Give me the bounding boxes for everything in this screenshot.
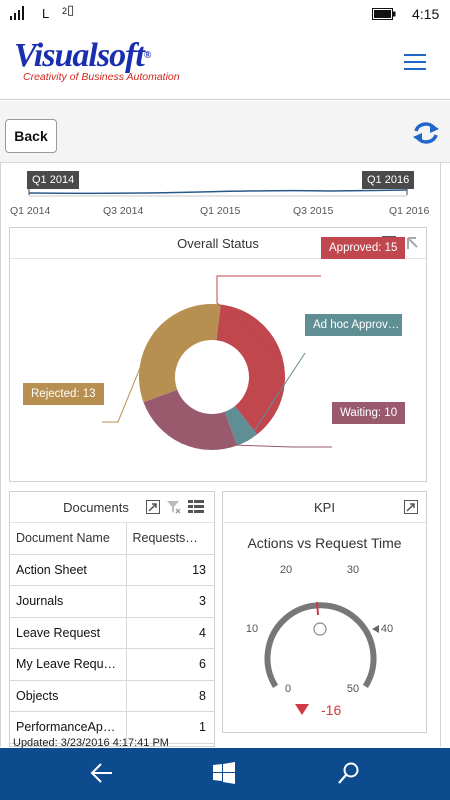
requests-cell: 6 [125,648,214,681]
status-donut-chart[interactable] [10,260,426,482]
range-tick: Q1 2014 [10,205,51,217]
range-start-tag[interactable]: Q1 2014 [27,171,80,189]
grid-view-icon[interactable] [188,500,204,513]
approved-callout[interactable]: Approved: 15 [321,237,406,259]
right-edge [440,163,441,747]
gauge-needle [316,601,319,616]
overall-status-panel: Overall Status Approved: 15 Ad hoc Appro… [9,227,427,482]
column-header[interactable]: Requests… [125,523,214,555]
back-button[interactable]: Back [5,119,57,153]
refresh-icon[interactable] [412,121,440,145]
brand-logo[interactable]: Visualsoft® Creativity of Business Autom… [14,37,180,84]
clear-filter-icon[interactable] [167,500,181,514]
gauge-tick-label: 50 [347,683,359,695]
table-row[interactable]: Leave Request 4 [10,617,214,649]
callout-leader-line [247,352,306,442]
system-nav-bar [0,748,450,800]
sub-toolbar: Back [0,101,450,163]
doc-name-cell: Objects [10,680,126,712]
table-row[interactable]: Objects 8 [10,680,214,712]
requests-cell: 1 [125,711,214,744]
gauge-tick-label: 20 [280,564,292,576]
kpi-gauge[interactable]: 0 10 20 30 40 50 [223,554,426,704]
documents-panel: Documents Document Name Requests… Ac [9,491,215,747]
range-tick: Q3 2014 [103,205,144,217]
gauge-marker-icon [372,625,379,633]
gauge-hub [313,622,327,636]
panel-title: Documents [10,492,214,523]
documents-table[interactable]: Document Name Requests… Action Sheet 13 J… [10,523,214,744]
drill-up-icon[interactable] [406,236,418,250]
last-updated: Updated: 3/23/2016 4:17:41 PM [13,737,169,749]
adhoc-callout[interactable]: Ad hoc Approv… [305,314,402,336]
callout-leader-line [181,442,332,448]
donut-slice-waiting[interactable] [143,389,238,450]
requests-cell: 8 [125,680,214,712]
doc-name-cell: Leave Request [10,617,126,649]
table-row[interactable]: Action Sheet 13 [10,554,214,586]
search-icon[interactable] [338,762,360,784]
doc-name-cell: My Leave Requ… [10,648,126,681]
column-header[interactable]: Document Name [10,523,126,555]
panel-title: KPI [223,492,426,523]
doc-name-cell: PerformanceAp… [10,711,126,744]
doc-name-cell: Action Sheet [10,554,126,586]
status-bar: L 2▯ 4:15 [0,0,450,30]
network-type: L [42,6,50,21]
export-icon[interactable] [146,500,160,514]
left-edge [0,163,1,747]
gauge-tick-label: 40 [381,623,393,635]
doc-name-cell: Journals [10,585,126,618]
signal-icon [10,6,24,20]
callout-leader-line [102,331,156,423]
range-tick: Q3 2015 [293,205,334,217]
clock: 4:15 [412,6,440,22]
range-tick: Q1 2016 [389,205,430,217]
windows-start-icon[interactable] [213,762,235,784]
range-end-tag[interactable]: Q1 2016 [362,171,415,189]
panel-title: Overall Status [10,228,426,259]
back-arrow-icon[interactable] [90,762,114,784]
logo-wordmark: Visualsoft® [14,37,151,74]
table-row[interactable]: My Leave Requ… 6 [10,648,214,681]
waiting-callout[interactable]: Waiting: 10 [332,402,406,424]
kpi-value: -16 [321,702,342,718]
requests-cell: 4 [125,617,214,649]
app-header: Visualsoft® Creativity of Business Autom… [0,30,450,100]
export-icon[interactable] [404,500,418,514]
requests-cell: 3 [125,585,214,618]
kpi-panel: KPI Actions vs Request Time 0 10 20 30 4… [222,491,427,733]
date-range-selector[interactable]: Q1 2014 Q1 2016 Q1 2014 Q3 2014 Q1 2015 … [0,163,450,223]
donut-slice-rejected[interactable] [139,304,221,403]
requests-cell: 13 [125,554,214,586]
callout-leader-line [216,275,321,358]
dashboard-content[interactable]: Q1 2014 Q1 2016 Q1 2014 Q3 2014 Q1 2015 … [0,163,450,747]
battery-icon [372,8,396,20]
table-header-row: Document Name Requests… [10,523,214,555]
donut-slice-approved[interactable] [216,304,285,435]
gauge-title: Actions vs Request Time [247,535,402,551]
range-tick: Q1 2015 [200,205,241,217]
donut-slice-ad-hoc-approv[interactable] [224,406,258,446]
gauge-tick-label: 10 [246,623,258,635]
gauge-tick-label: 0 [285,683,291,695]
table-row[interactable]: PerformanceAp… 1 [10,711,214,744]
logo-tagline: Creativity of Business Automation [23,71,180,83]
rejected-callout[interactable]: Rejected: 13 [23,383,104,405]
table-row[interactable]: Journals 3 [10,585,214,618]
gauge-tick-label: 30 [347,564,359,576]
hamburger-menu-icon[interactable] [404,54,426,70]
trend-down-icon [295,704,309,715]
sim-indicator: 2▯ [62,2,75,17]
no-sim-icon: ▯ [67,2,75,17]
